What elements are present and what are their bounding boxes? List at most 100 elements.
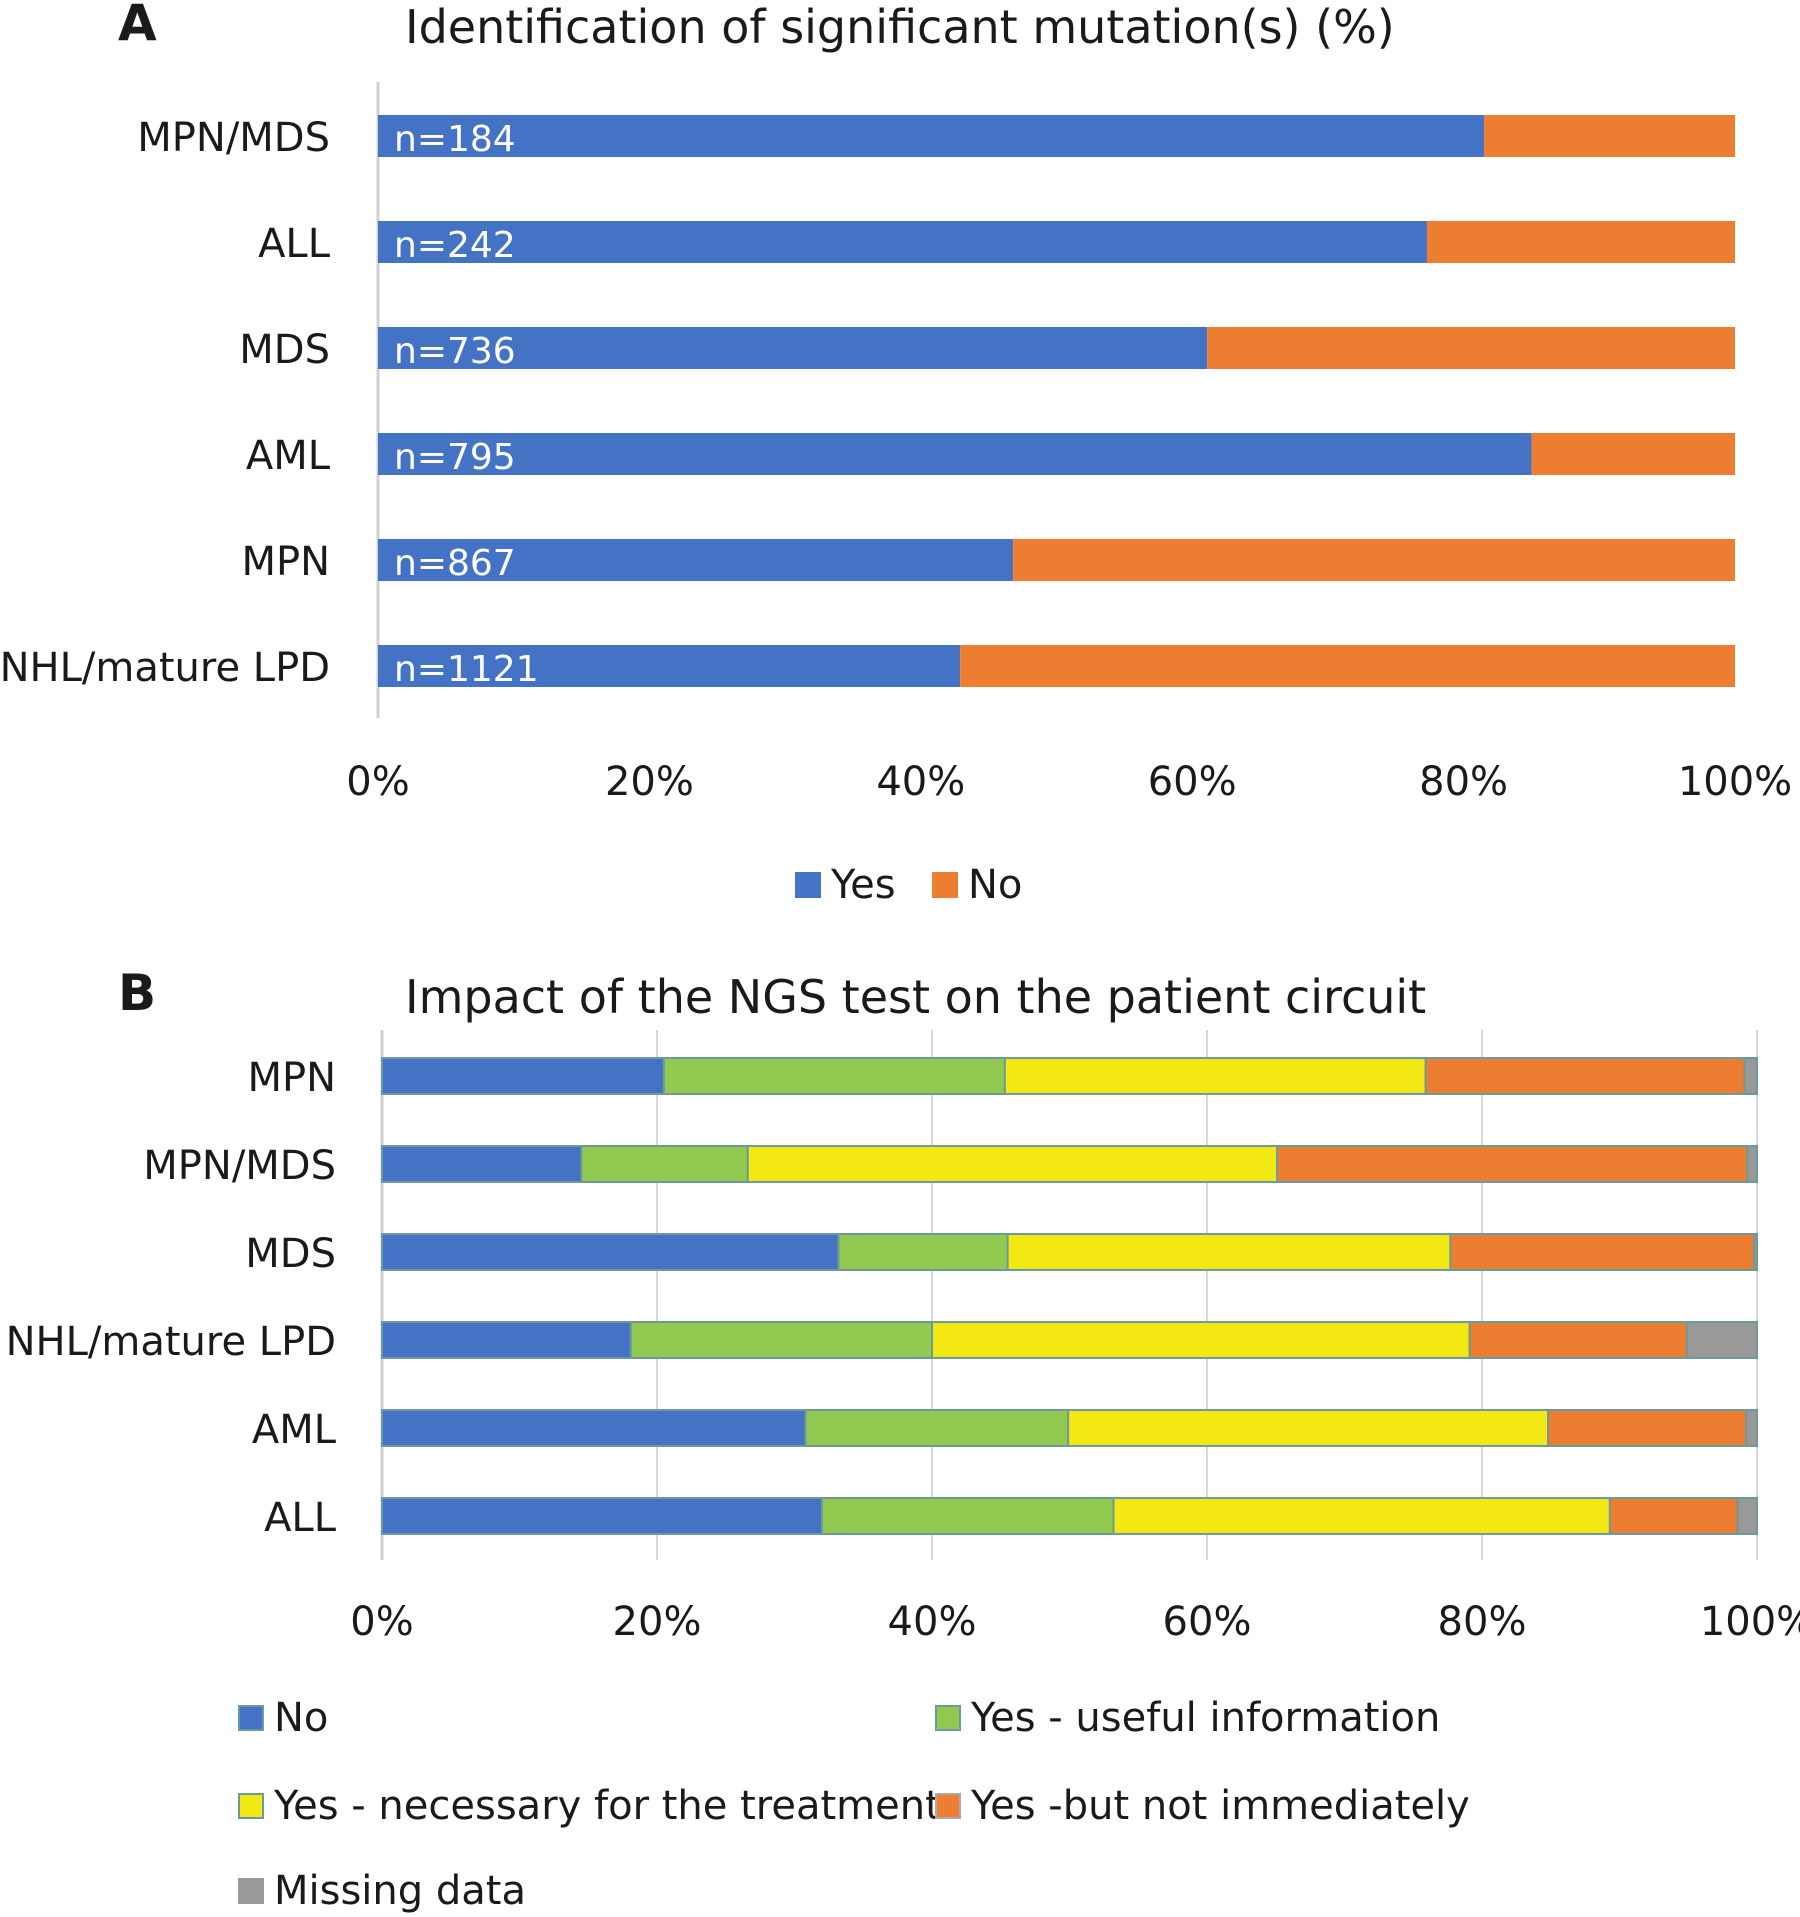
chart-a-x-tick-label: 40%: [876, 759, 965, 805]
panel-b-letter: B: [118, 964, 157, 1022]
chart-a-bar-all-no: [1426, 221, 1735, 263]
chart-a-category-label-aml: AML: [246, 433, 331, 479]
legend-item-b-missing: Missing data: [238, 1868, 526, 1914]
chart-b-bar-aml-yes-necessary-for-the-treatment: [1067, 1409, 1549, 1447]
legend-swatch-yes: [795, 872, 821, 898]
chart-a-x-tick-label: 100%: [1678, 759, 1792, 805]
chart-b-bar-all-yes-necessary-for-the-treatment: [1112, 1497, 1611, 1535]
chart-b-bar-mpn-mds-yes-useful-information: [580, 1145, 749, 1183]
chart-b-x-tick-label: 80%: [1438, 1599, 1527, 1645]
legend-label-b-no: No: [274, 1695, 329, 1741]
chart-b-bar-mpn-no: [381, 1057, 665, 1095]
chart-a: MPN/MDS n=184 ALL n=242 MDS n=736 AML n=795 MPN n…: [0, 82, 1792, 805]
chart-a-bar-mpn-mds-yes: [378, 115, 1484, 157]
chart-b-bar-nhl-mature-lpd-missing-data: [1685, 1321, 1758, 1359]
chart-b-bar-all-yes-but-not-immediately: [1608, 1497, 1739, 1535]
legend-label-b-necessary: Yes - necessary for the treatment: [274, 1783, 941, 1829]
chart-b-bar-mds-missing-data: [1753, 1233, 1758, 1271]
chart-a-bar-nhl-mature-lpd-yes: [378, 645, 961, 687]
chart-b-bar-aml-yes-but-not-immediately: [1547, 1409, 1747, 1447]
chart-b-bar-mds-yes-but-not-immediately: [1449, 1233, 1756, 1271]
chart-b-bar-mds-yes-necessary-for-the-treatment: [1006, 1233, 1452, 1271]
chart-b-bar-mpn-mds-yes-necessary-for-the-treatment: [746, 1145, 1279, 1183]
legend-label-b-useful: Yes - useful information: [971, 1695, 1441, 1741]
chart-b-bar-nhl-mature-lpd-yes-but-not-immediately: [1468, 1321, 1688, 1359]
chart-a-bar-mds-yes: [378, 327, 1208, 369]
chart-a-x-tick-label: 20%: [605, 759, 694, 805]
chart-a-bar-nhl-mature-lpd-no: [960, 645, 1735, 687]
legend-label-b-missing: Missing data: [274, 1868, 526, 1914]
panel-a-letter: A: [118, 0, 157, 52]
chart-a-bar-count-label: n=736: [394, 331, 516, 372]
legend-swatch-no: [932, 872, 958, 898]
chart-b-bar-all-yes-useful-information: [821, 1497, 1115, 1535]
panel-a-title: Identification of significant mutation(s…: [405, 0, 1395, 54]
chart-b-bar-nhl-mature-lpd-no: [381, 1321, 632, 1359]
chart-b: MPN MPN/MDS MDS NHL/mature LPD AML ALL 0% 20% 40…: [6, 1030, 1800, 1645]
panel-a: A Identification of significant mutation…: [0, 0, 1800, 930]
chart-a-bar-count-label: n=795: [394, 437, 516, 478]
chart-b-bar-mds-no: [381, 1233, 840, 1271]
chart-b-bar-aml-missing-data: [1745, 1409, 1758, 1447]
legend-item-yes: Yes: [795, 862, 896, 908]
chart-b-bar-mpn-yes-but-not-immediately: [1424, 1057, 1746, 1095]
chart-b-x-tick-label: 60%: [1163, 1599, 1252, 1645]
chart-a-category-label-mpn-mds: MPN/MDS: [137, 115, 330, 161]
chart-b-category-label-nhl-mature-lpd: NHL/mature LPD: [6, 1319, 336, 1365]
chart-a-bar-count-label: n=184: [394, 119, 516, 160]
legend-swatch-b-no: [238, 1705, 264, 1731]
chart-b-bar-nhl-mature-lpd-yes-useful-information: [629, 1321, 933, 1359]
chart-a-bar-mpn-mds-no: [1483, 115, 1735, 157]
legend-item-no: No: [932, 862, 1022, 908]
chart-a-category-label-mpn: MPN: [241, 539, 330, 585]
chart-b-bar-mpn-mds-no: [381, 1145, 583, 1183]
chart-a-bar-aml-yes: [378, 433, 1532, 475]
chart-b-bar-all-missing-data: [1736, 1497, 1758, 1535]
legend-swatch-b-useful: [935, 1705, 961, 1731]
chart-b-category-label-mds: MDS: [245, 1231, 336, 1277]
chart-a-category-label-all: ALL: [258, 221, 331, 267]
panel-b-title: Impact of the NGS test on the patient ci…: [405, 970, 1427, 1024]
chart-b-bar-aml-yes-useful-information: [804, 1409, 1070, 1447]
chart-a-bar-count-label: n=242: [394, 225, 516, 266]
legend-label-yes: Yes: [831, 862, 896, 908]
chart-b-category-label-all: ALL: [264, 1495, 337, 1541]
chart-a-x-tick-label: 60%: [1148, 759, 1237, 805]
chart-b-bar-mpn-yes-useful-information: [662, 1057, 1006, 1095]
legend-swatch-b-not-immediately: [935, 1793, 961, 1819]
chart-a-bar-mds-no: [1207, 327, 1735, 369]
chart-b-bar-all-no: [381, 1497, 823, 1535]
chart-a-category-label-mds: MDS: [239, 327, 330, 373]
chart-b-x-tick-label: 0%: [350, 1599, 413, 1645]
legend-label-no: No: [968, 862, 1023, 908]
chart-b-bar-nhl-mature-lpd-yes-necessary-for-the-treatment: [931, 1321, 1471, 1359]
chart-a-bar-mpn-no: [1013, 539, 1735, 581]
legend-item-b-useful: Yes - useful information: [935, 1695, 1440, 1741]
chart-b-x-tick-label: 100%: [1700, 1599, 1800, 1645]
legend-swatch-b-missing: [238, 1878, 264, 1904]
chart-a-bar-all-yes: [378, 221, 1427, 263]
chart-a-category-label-nhl-mature-lpd: NHL/mature LPD: [0, 645, 330, 691]
chart-b-bar-mpn-missing-data: [1743, 1057, 1758, 1095]
chart-a-x-tick-label: 0%: [346, 759, 409, 805]
chart-a-bar-mpn-yes: [378, 539, 1014, 581]
chart-b-category-label-mpn: MPN: [247, 1055, 336, 1101]
chart-a-x-tick-label: 80%: [1419, 759, 1508, 805]
panel-b: B Impact of the NGS test on the patient …: [0, 950, 1800, 1917]
chart-b-bar-mds-yes-useful-information: [837, 1233, 1009, 1271]
legend-item-b-necessary: Yes - necessary for the treatment: [238, 1783, 941, 1829]
chart-b-bar-mpn-mds-yes-but-not-immediately: [1276, 1145, 1749, 1183]
chart-a-bar-aml-no: [1531, 433, 1735, 475]
chart-b-bar-mpn-mds-missing-data: [1746, 1145, 1758, 1183]
chart-b-bar-aml-no: [381, 1409, 807, 1447]
legend-item-b-no: No: [238, 1695, 328, 1741]
legend-swatch-b-necessary: [238, 1793, 264, 1819]
chart-b-x-tick-label: 40%: [888, 1599, 977, 1645]
chart-b-category-label-aml: AML: [252, 1407, 337, 1453]
chart-b-category-label-mpn-mds: MPN/MDS: [143, 1143, 336, 1189]
chart-b-x-tick-label: 20%: [613, 1599, 702, 1645]
chart-b-bar-mpn-yes-necessary-for-the-treatment: [1003, 1057, 1427, 1095]
legend-item-b-not-immediately: Yes -but not immediately: [935, 1783, 1470, 1829]
legend-label-b-not-immediately: Yes -but not immediately: [971, 1783, 1470, 1829]
chart-a-bar-count-label: n=1121: [394, 649, 539, 690]
